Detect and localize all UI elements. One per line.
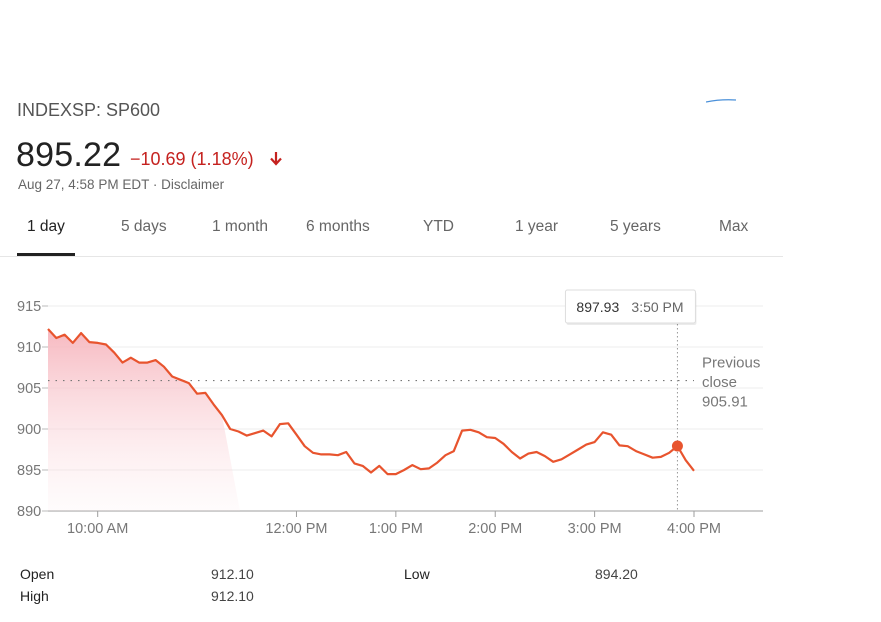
price-area-fill [48,329,240,511]
y-axis: 915 910 905 900 895 890 [17,299,48,520]
x-tick-label: 10:00 AM [67,521,128,537]
hover-point [671,440,683,452]
tab-1-year[interactable]: 1 year [515,218,559,235]
active-tab-indicator [17,253,75,256]
high-label: High [20,588,49,604]
quote-timestamp: Aug 27, 4:58 PM EDT [18,177,150,192]
low-value: 894.20 [595,566,638,582]
range-tabs: 1 day 5 days 1 month 6 months YTD 1 year… [0,210,783,257]
ticker-symbol: INDEXSP: SP600 [17,100,161,120]
y-tick-label: 890 [17,504,41,520]
y-tick-label: 895 [17,463,41,479]
x-tick-label: 12:00 PM [265,521,327,537]
tooltip-time: 3:50 PM [631,299,683,315]
low-label: Low [404,566,430,582]
y-tick-label: 900 [17,422,41,438]
quote-meta: Aug 27, 4:58 PM EDT · Disclaimer [18,177,224,192]
x-axis: 10:00 AM 12:00 PM 1:00 PM 2:00 PM 3:00 PM 4:0… [67,511,721,537]
x-tick-label: 1:00 PM [369,521,423,537]
price-tooltip: 897.93 3:50 PM [564,289,697,325]
arrow-down-icon [270,152,282,166]
tooltip-price: 897.93 [576,299,619,315]
previous-close-text: close [702,374,737,391]
tab-6-months[interactable]: 6 months [306,218,370,235]
x-tick-label: 4:00 PM [667,521,721,537]
price-line [47,328,695,476]
price-change: −10.69 (1.18%) [130,149,254,169]
previous-close-label: Previous close 905.91 [702,355,760,411]
x-tick-label: 3:00 PM [568,521,622,537]
tab-max[interactable]: Max [719,218,749,235]
current-price: 895.22 [16,136,122,174]
open-label: Open [20,566,55,582]
disclaimer-link[interactable]: Disclaimer [161,177,225,192]
y-tick-label: 915 [17,299,41,315]
y-tick-label: 905 [17,381,41,397]
brand-logo [706,99,736,103]
meta-separator: · [149,177,162,192]
previous-close-text: 905.91 [702,394,748,411]
x-tick-label: 2:00 PM [468,521,522,537]
tab-5-days[interactable]: 5 days [121,218,167,235]
high-value: 912.10 [211,588,254,604]
tab-1-month[interactable]: 1 month [212,218,269,235]
tab-5-years[interactable]: 5 years [610,218,661,235]
tab-ytd[interactable]: YTD [423,218,454,235]
previous-close-text: Previous [702,355,760,372]
price-chart[interactable]: 915 910 905 900 895 890 10:00 AM 12:00 PM 1:00 … [0,280,790,540]
tooltip-box [564,289,696,324]
open-value: 912.10 [211,566,254,582]
y-tick-label: 910 [17,340,41,356]
tab-1-day[interactable]: 1 day [27,218,65,235]
